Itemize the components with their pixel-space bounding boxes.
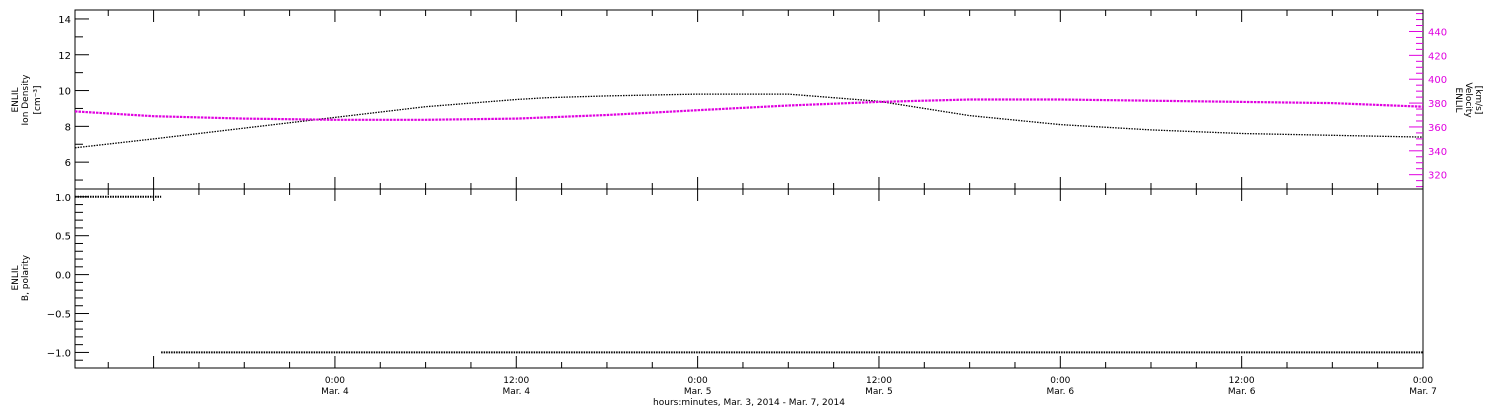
top-right-axis: 320 340 360 380 400 420 440 xyxy=(1409,13,1447,188)
x-tick-label-time: 12:00 xyxy=(503,376,529,386)
top-left-tick-label: 12 xyxy=(58,51,71,62)
top-left-tick-label: 14 xyxy=(58,15,71,26)
x-tick-label-date: Mar. 4 xyxy=(502,387,530,397)
x-tick-label-date: Mar. 6 xyxy=(1228,387,1256,397)
bottom-ylabel-line2: B, polarity xyxy=(21,254,31,301)
x-tick-label-date: Mar. 4 xyxy=(321,387,349,397)
x-tick-label-time: 0:00 xyxy=(1050,376,1070,386)
bottom-x-ticks xyxy=(107,189,1424,368)
x-tick-label-date: Mar. 7 xyxy=(1409,387,1437,397)
x-tick-label-time: 0:00 xyxy=(325,376,345,386)
top-right-tick-label: 360 xyxy=(1428,123,1447,134)
top-left-axis: 6 8 10 12 14 xyxy=(58,15,89,181)
top-ylabel-left-line1: ENLIL xyxy=(11,87,21,112)
top-right-tick-label: 340 xyxy=(1428,147,1447,158)
x-tick-label-date: Mar. 6 xyxy=(1047,387,1075,397)
velocity-line xyxy=(74,98,1424,121)
bottom-left-tick-label: −0.5 xyxy=(47,310,71,321)
top-left-tick-label: 10 xyxy=(58,87,71,98)
bottom-left-tick-label: −1.0 xyxy=(47,348,71,359)
bottom-left-axis: −1.0 −0.5 0.0 0.5 1.0 xyxy=(47,188,89,369)
ion-density-line xyxy=(74,93,1424,149)
top-right-tick-label: 400 xyxy=(1428,75,1447,86)
bottom-left-tick-label: 0.0 xyxy=(55,271,71,282)
bottom-left-tick-label: 1.0 xyxy=(55,193,71,204)
top-right-tick-label: 380 xyxy=(1428,99,1447,110)
x-tick-label-time: 0:00 xyxy=(1413,376,1433,386)
top-ylabel-right-line3: [km/s] xyxy=(1473,86,1483,115)
top-right-tick-label: 320 xyxy=(1428,171,1447,182)
top-ylabel-right-line2: Velocity xyxy=(1463,82,1473,118)
x-axis-title: hours:minutes, Mar. 3, 2014 - Mar. 7, 20… xyxy=(653,398,845,408)
x-tick-label-time: 12:00 xyxy=(1229,376,1255,386)
bottom-series xyxy=(75,195,1423,354)
x-tick-label-time: 12:00 xyxy=(866,376,892,386)
x-tick-label-date: Mar. 5 xyxy=(684,387,712,397)
x-tick-label-time: 0:00 xyxy=(688,376,708,386)
top-right-tick-label: 420 xyxy=(1428,51,1447,62)
top-ylabel-right-line1: ENLIL xyxy=(1453,87,1463,112)
top-ylabel-left-line3: [cm⁻³] xyxy=(33,85,43,114)
top-ylabel-left-line2: Ion Density xyxy=(21,74,31,126)
bottom-left-tick-label: 0.5 xyxy=(55,232,71,243)
top-right-tick-label: 440 xyxy=(1428,27,1447,38)
top-left-tick-label: 8 xyxy=(65,122,71,133)
top-series xyxy=(74,93,1424,149)
top-x-ticks xyxy=(107,10,1424,189)
top-panel-frame xyxy=(74,9,1424,190)
x-tick-label-date: Mar. 5 xyxy=(865,387,893,397)
top-left-tick-label: 6 xyxy=(65,158,71,169)
bottom-ylabel-line1: ENLIL xyxy=(11,265,21,290)
bottom-panel-frame xyxy=(74,188,1424,369)
